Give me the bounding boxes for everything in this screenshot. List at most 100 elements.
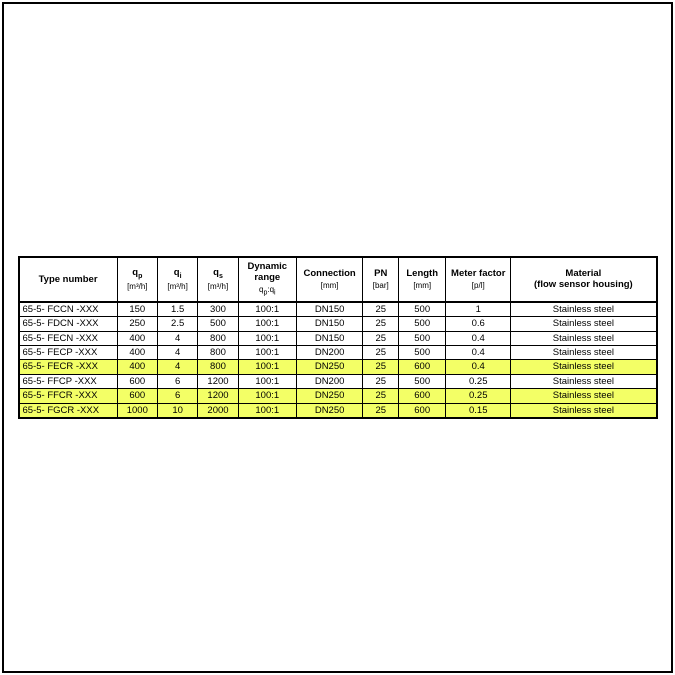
cell: Stainless steel <box>511 389 657 403</box>
cell: 25 <box>363 374 399 388</box>
cell: 250 <box>117 317 157 331</box>
cell: 100:1 <box>238 302 296 317</box>
cell: 0.4 <box>446 345 511 359</box>
cell: DN150 <box>296 302 362 317</box>
cell: Stainless steel <box>511 403 657 418</box>
col-header-4: Dynamicrangeqp:qi <box>238 257 296 302</box>
cell: 0.4 <box>446 360 511 374</box>
cell: 600 <box>399 389 446 403</box>
cell: DN200 <box>296 345 362 359</box>
col-header-2: qi[m³/h] <box>157 257 197 302</box>
cell: 100:1 <box>238 374 296 388</box>
cell: Stainless steel <box>511 317 657 331</box>
cell: 500 <box>399 331 446 345</box>
table-row: 65-5- FFCR -XXX60061200100:1DN250256000.… <box>19 389 657 403</box>
cell: 6 <box>157 389 197 403</box>
cell: 600 <box>117 389 157 403</box>
table-row: 65-5- FFCP -XXX60061200100:1DN200255000.… <box>19 374 657 388</box>
cell: 4 <box>157 331 197 345</box>
table-row: 65-5- FCCN -XXX1501.5300100:1DN150255001… <box>19 302 657 317</box>
cell: 1.5 <box>157 302 197 317</box>
spec-table: Type numberqp[m³/h]qi[m³/h]qs[m³/h]Dynam… <box>18 256 658 419</box>
table-row: 65-5- FECR -XXX4004800100:1DN250256000.4… <box>19 360 657 374</box>
cell: DN250 <box>296 389 362 403</box>
col-header-7: Length[mm] <box>399 257 446 302</box>
cell: Stainless steel <box>511 360 657 374</box>
cell: 25 <box>363 331 399 345</box>
cell: DN150 <box>296 317 362 331</box>
cell: 800 <box>198 331 238 345</box>
cell: 4 <box>157 345 197 359</box>
cell: 0.25 <box>446 374 511 388</box>
cell: 500 <box>198 317 238 331</box>
col-header-3: qs[m³/h] <box>198 257 238 302</box>
cell: 100:1 <box>238 331 296 345</box>
cell: DN250 <box>296 360 362 374</box>
col-header-8: Meter factor[p/l] <box>446 257 511 302</box>
cell: 400 <box>117 345 157 359</box>
col-header-9: Material(flow sensor housing) <box>511 257 657 302</box>
cell: 65-5- FGCR -XXX <box>19 403 118 418</box>
cell: 500 <box>399 317 446 331</box>
cell: 65-5- FECR -XXX <box>19 360 118 374</box>
cell: 1000 <box>117 403 157 418</box>
cell: 2.5 <box>157 317 197 331</box>
image-frame: Type numberqp[m³/h]qi[m³/h]qs[m³/h]Dynam… <box>2 2 673 673</box>
cell: 500 <box>399 345 446 359</box>
cell: 2000 <box>198 403 238 418</box>
cell: 1200 <box>198 389 238 403</box>
cell: 150 <box>117 302 157 317</box>
cell: 100:1 <box>238 389 296 403</box>
cell: 25 <box>363 302 399 317</box>
cell: 25 <box>363 403 399 418</box>
cell: 300 <box>198 302 238 317</box>
cell: 10 <box>157 403 197 418</box>
cell: 25 <box>363 345 399 359</box>
cell: 65-5- FDCN -XXX <box>19 317 118 331</box>
col-header-5: Connection[mm] <box>296 257 362 302</box>
cell: 100:1 <box>238 403 296 418</box>
cell: 25 <box>363 360 399 374</box>
cell: 25 <box>363 389 399 403</box>
cell: 1 <box>446 302 511 317</box>
col-header-0: Type number <box>19 257 118 302</box>
cell: 65-5- FFCR -XXX <box>19 389 118 403</box>
cell: 500 <box>399 374 446 388</box>
table-row: 65-5- FECP -XXX4004800100:1DN200255000.4… <box>19 345 657 359</box>
cell: 600 <box>117 374 157 388</box>
cell: Stainless steel <box>511 302 657 317</box>
cell: 4 <box>157 360 197 374</box>
col-header-6: PN[bar] <box>363 257 399 302</box>
cell: 0.4 <box>446 331 511 345</box>
cell: 500 <box>399 302 446 317</box>
cell: 65-5- FECP -XXX <box>19 345 118 359</box>
cell: 25 <box>363 317 399 331</box>
cell: DN250 <box>296 403 362 418</box>
table-row: 65-5- FDCN -XXX2502.5500100:1DN150255000… <box>19 317 657 331</box>
col-header-1: qp[m³/h] <box>117 257 157 302</box>
cell: 400 <box>117 331 157 345</box>
cell: 6 <box>157 374 197 388</box>
cell: 0.6 <box>446 317 511 331</box>
cell: 800 <box>198 360 238 374</box>
cell: 0.25 <box>446 389 511 403</box>
cell: 0.15 <box>446 403 511 418</box>
cell: Stainless steel <box>511 331 657 345</box>
cell: 100:1 <box>238 360 296 374</box>
cell: 65-5- FCCN -XXX <box>19 302 118 317</box>
cell: 100:1 <box>238 317 296 331</box>
cell: DN200 <box>296 374 362 388</box>
cell: 400 <box>117 360 157 374</box>
cell: 100:1 <box>238 345 296 359</box>
cell: 800 <box>198 345 238 359</box>
table-row: 65-5- FGCR -XXX1000102000100:1DN25025600… <box>19 403 657 418</box>
cell: 65-5- FFCP -XXX <box>19 374 118 388</box>
table-body: 65-5- FCCN -XXX1501.5300100:1DN150255001… <box>19 302 657 418</box>
cell: 600 <box>399 403 446 418</box>
cell: DN150 <box>296 331 362 345</box>
cell: Stainless steel <box>511 374 657 388</box>
cell: Stainless steel <box>511 345 657 359</box>
cell: 600 <box>399 360 446 374</box>
table-row: 65-5- FECN -XXX4004800100:1DN150255000.4… <box>19 331 657 345</box>
cell: 65-5- FECN -XXX <box>19 331 118 345</box>
